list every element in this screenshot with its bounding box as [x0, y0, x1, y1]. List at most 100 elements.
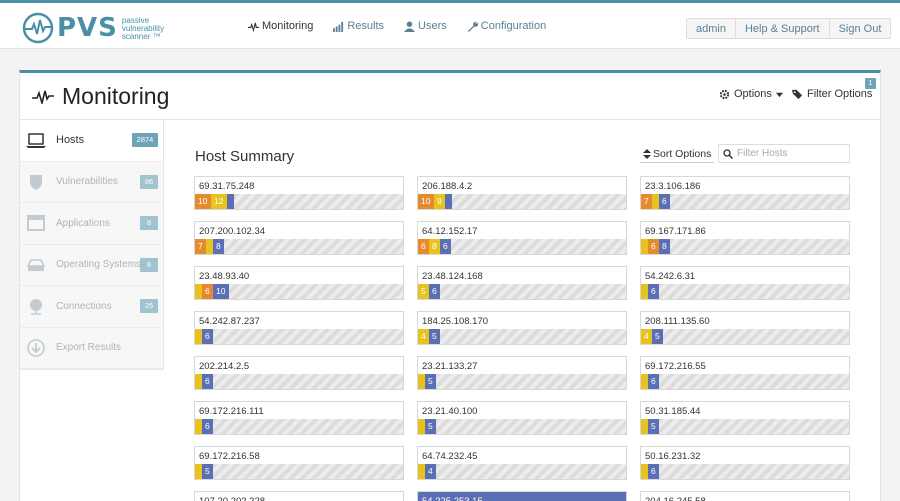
host-card[interactable]: 50.16.231.32 6	[640, 446, 850, 480]
severity-bar: 6	[641, 374, 849, 389]
host-card[interactable]: 69.167.171.86 6 8	[640, 221, 850, 255]
sort-options-button[interactable]: Sort Options	[640, 145, 715, 163]
severity-segment-yellow: 4	[641, 329, 652, 344]
host-card[interactable]: 64.12.152.17 6 8 6	[417, 221, 627, 255]
sidebar-item-operating-systems[interactable]: Operating Systems 8	[20, 245, 163, 286]
host-ip: 107.20.202.228	[195, 492, 403, 501]
host-card[interactable]: 206.188.4.2 10 9	[417, 176, 627, 210]
logo-subtitle: passive vulnerability scanner ™	[121, 15, 165, 41]
sidebar-item-export-results[interactable]: Export Results	[20, 328, 163, 369]
severity-segment-blue	[227, 194, 234, 209]
count-badge: 8	[140, 257, 158, 272]
severity-segment-orange: 10	[195, 194, 211, 209]
host-card[interactable]: 23.3.106.186 7 6	[640, 176, 850, 210]
severity-bar: 10 9	[418, 194, 626, 209]
host-card[interactable]: 50.31.185.44 5	[640, 401, 850, 435]
severity-segment-blue: 10	[213, 284, 229, 299]
filter-options-button[interactable]: Filter Options	[787, 83, 877, 105]
host-card[interactable]: 54.242.87.237 6	[194, 311, 404, 345]
sidebar-item-connections[interactable]: Connections 25	[20, 286, 163, 328]
severity-segment-yellow	[195, 464, 202, 479]
main-panel: Monitoring Options Filter Options 1 Host…	[19, 70, 881, 501]
severity-bar: 6	[641, 464, 849, 479]
sort-options-label: Sort Options	[653, 147, 712, 160]
options-label: Options	[734, 88, 772, 100]
host-ip: 23.21.133.27	[422, 361, 478, 372]
severity-bar: 5	[195, 464, 403, 479]
host-card[interactable]: 69.172.216.58 5	[194, 446, 404, 480]
sort-icon	[643, 148, 651, 159]
count-badge: 86	[140, 174, 158, 189]
severity-segment-yellow	[195, 374, 202, 389]
host-card[interactable]: 69.172.216.55 6	[640, 356, 850, 390]
severity-segment-blue: 5	[202, 464, 213, 479]
sidebar-item-vulnerabilities[interactable]: Vulnerabilities 86	[20, 162, 163, 203]
host-card[interactable]: 23.21.133.27 5	[417, 356, 627, 390]
severity-segment-blue: 5	[429, 329, 440, 344]
nav-results[interactable]: Results	[333, 20, 384, 32]
severity-bar: 5	[418, 419, 626, 434]
host-card[interactable]: 107.20.202.228	[194, 491, 404, 501]
nav-monitoring[interactable]: Monitoring	[248, 20, 313, 32]
host-ip: 184.25.108.170	[422, 316, 489, 327]
severity-segment-yellow	[652, 194, 659, 209]
host-ip: 64.74.232.45	[422, 451, 478, 462]
panel-header: Monitoring Options Filter Options 1	[20, 73, 880, 120]
host-ip: 64.12.152.17	[422, 226, 478, 237]
host-ip: 206.188.4.2	[422, 181, 473, 192]
host-ip: 202.214.2.5	[199, 361, 250, 372]
host-card[interactable]: 54.225.253.15	[417, 491, 627, 501]
sign-out-button[interactable]: Sign Out	[838, 23, 882, 35]
page-title-text: Monitoring	[62, 83, 170, 109]
severity-segment-yellow: 9	[434, 194, 445, 209]
host-ip: 23.21.40.100	[422, 406, 478, 417]
severity-segment-blue: 6	[648, 464, 659, 479]
host-card[interactable]: 54.242.6.31 6	[640, 266, 850, 300]
severity-segment-yellow: 5	[418, 284, 429, 299]
host-ip: 54.242.6.31	[645, 271, 696, 282]
severity-bar: 5	[641, 419, 849, 434]
filter-hosts-field	[718, 144, 850, 163]
host-card[interactable]: 69.172.216.111 6	[194, 401, 404, 435]
host-ip: 23.3.106.186	[645, 181, 701, 192]
sidebar-item-label: Vulnerabilities	[56, 176, 118, 188]
nav-results-label: Results	[347, 20, 385, 32]
host-card[interactable]: 208.111.135.60 4 5	[640, 311, 850, 345]
host-card[interactable]: 23.21.40.100 5	[417, 401, 627, 435]
severity-segment-yellow	[641, 374, 648, 389]
host-card[interactable]: 184.25.108.170 4 5	[417, 311, 627, 345]
severity-segment-blue: 5	[652, 329, 663, 344]
laptop-icon	[26, 131, 46, 149]
tags-icon	[792, 89, 803, 99]
severity-segment-blue: 6	[648, 374, 659, 389]
sidebar-item-label: Export Results	[56, 342, 122, 354]
wrench-icon	[467, 21, 478, 32]
severity-segment-yellow	[195, 284, 202, 299]
host-card[interactable]: 23.48.124.168 5 6	[417, 266, 627, 300]
host-card[interactable]: 207.200.102.34 7 8	[194, 221, 404, 255]
host-card[interactable]: 202.214.2.5 6	[194, 356, 404, 390]
host-card[interactable]: 204.16.245.58	[640, 491, 850, 501]
pulse-icon	[32, 90, 54, 104]
user-button[interactable]: admin	[687, 19, 736, 38]
host-card[interactable]: 64.74.232.45 4	[417, 446, 627, 480]
host-card[interactable]: 23.48.93.40 6 10	[194, 266, 404, 300]
options-dropdown-button[interactable]: Options	[714, 83, 788, 105]
top-navbar: PVS passive vulnerability scanner ™ Moni…	[0, 0, 900, 49]
sidebar-item-hosts[interactable]: Hosts 2874	[20, 120, 163, 162]
help-support-button[interactable]: Help & Support	[736, 19, 830, 38]
shield-icon	[26, 173, 46, 191]
severity-segment-blue: 6	[440, 239, 451, 254]
filter-hosts-input[interactable]	[737, 148, 847, 159]
host-ip: 50.31.185.44	[645, 406, 701, 417]
sidebar-item-applications[interactable]: Applications 8	[20, 203, 163, 245]
host-ip: 54.242.87.237	[199, 316, 260, 327]
host-card[interactable]: 69.31.75.248 10 12	[194, 176, 404, 210]
nav-users[interactable]: Users	[404, 20, 447, 32]
severity-segment-blue: 6	[202, 329, 213, 344]
nav-configuration[interactable]: Configuration	[467, 20, 546, 32]
pvs-logo[interactable]: PVS passive vulnerability scanner ™	[22, 12, 182, 44]
severity-segment-blue: 4	[425, 464, 436, 479]
